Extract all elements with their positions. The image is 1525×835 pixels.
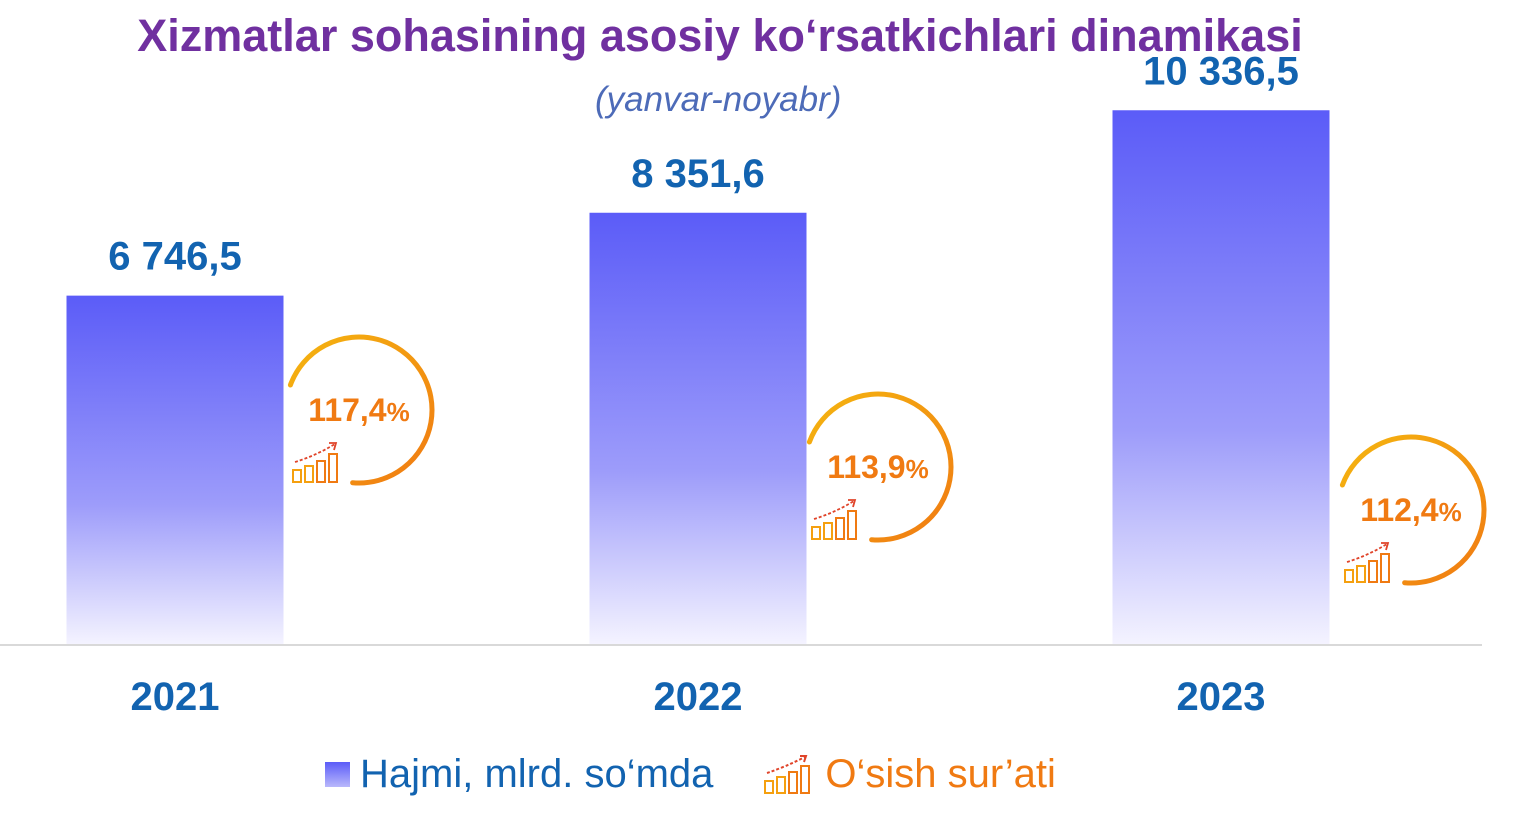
growth-ring-icon (287, 334, 435, 486)
legend: Hajmi, mlrd. so‘mda O‘sish sur’ati (325, 752, 1056, 797)
growth-value-label-2022: 113,9% (827, 449, 928, 485)
legend-item-volume: Hajmi, mlrd. so‘mda (325, 752, 713, 797)
growth-marker-2022: 113,9% (806, 391, 954, 543)
bar-swatch-icon (325, 762, 350, 787)
category-label-2023: 2023 (1177, 675, 1266, 719)
growth-chart-icon (811, 499, 857, 540)
category-label-2021: 2021 (131, 675, 220, 719)
bar-value-label-2023: 10 336,5 (1143, 49, 1299, 93)
bar-value-label-2021: 6 746,5 (108, 235, 241, 279)
legend-label-growth: O‘sish sur’ati (825, 752, 1056, 796)
legend-label-volume: Hajmi, mlrd. so‘mda (360, 752, 714, 796)
bar-2023 (1112, 110, 1330, 644)
chart-plot-area: 6 746,5 2021 8 351,6 2022 10 336,5 2023 117,4… (0, 49, 1487, 719)
growth-ring-icon (806, 391, 954, 543)
growth-value-label-2021: 117,4% (308, 392, 409, 428)
growth-chart-icon (764, 754, 811, 794)
bar-value-label-2022: 8 351,6 (631, 152, 764, 196)
legend-item-growth: O‘sish sur’ati (763, 752, 1056, 797)
growth-marker-2021: 117,4% (287, 334, 435, 486)
bar-2021 (66, 295, 284, 644)
chart-title: Xizmatlar sohasining asosiy ko‘rsatkichl… (137, 10, 1303, 61)
bar-2022 (589, 212, 807, 645)
growth-chart-icon (292, 442, 338, 483)
growth-marker-2023: 112,4% (1339, 434, 1487, 586)
chart-subtitle: (yanvar-noyabr) (595, 80, 842, 119)
category-label-2022: 2022 (654, 675, 743, 719)
growth-value-label-2023: 112,4% (1360, 492, 1461, 528)
growth-ring-icon (1339, 434, 1487, 586)
growth-chart-icon (1344, 542, 1390, 583)
